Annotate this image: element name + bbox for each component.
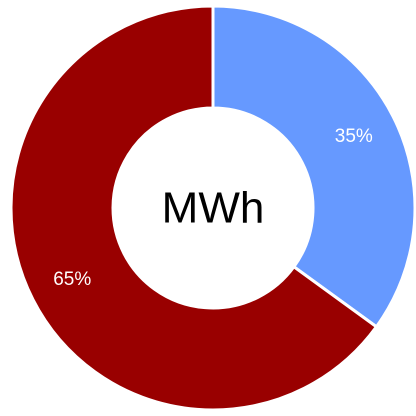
slice-label-1: 65% — [53, 269, 91, 290]
labels-group: 35% 65% — [53, 126, 373, 290]
slice-label-0: 35% — [335, 126, 373, 147]
slice-1 — [9, 4, 379, 412]
center-label: MWh — [162, 184, 265, 233]
slices-group — [9, 4, 416, 412]
slice-0 — [211, 4, 416, 329]
